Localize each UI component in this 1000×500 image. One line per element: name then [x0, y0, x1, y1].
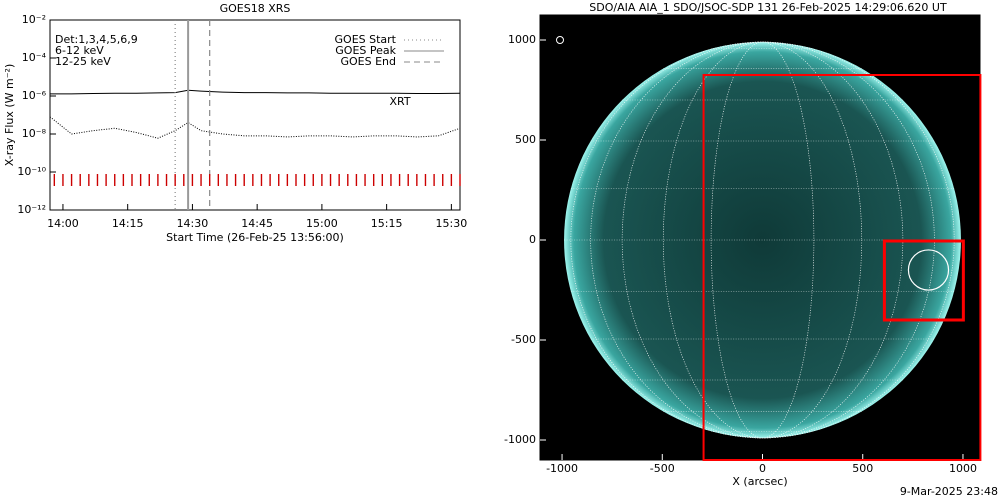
y-tick-label: 10⁻⁶ — [22, 89, 47, 102]
y-tick-label: 10⁻¹⁰ — [17, 165, 46, 178]
data-line — [50, 89, 461, 95]
x-axis-label: X (arcsec) — [732, 475, 787, 488]
legend-label: Det:1,3,4,5,6,9 — [55, 33, 138, 46]
data-line — [49, 116, 461, 139]
timestamp: 9-Mar-2025 23:48 — [900, 485, 998, 498]
x-tick-label: 0 — [759, 462, 766, 475]
x-tick-label: -500 — [650, 462, 675, 475]
legend-text: GOES Peak — [335, 44, 396, 57]
x-tick-label: 14:00 — [47, 217, 79, 230]
xrt-fov — [702, 74, 982, 461]
x-tick-label: 14:45 — [241, 217, 273, 230]
chart-title: GOES18 XRS — [220, 2, 291, 15]
legend-label: 12-25 keV — [55, 55, 111, 68]
plot-frame — [49, 19, 461, 211]
y-axis-label: X-ray Flux (W m⁻²) — [3, 64, 16, 166]
x-tick-label: -1000 — [546, 462, 578, 475]
y-tick-label: 10⁻¹² — [17, 203, 46, 216]
xrt-fov-label: XRT FOV — [552, 422, 599, 435]
x-tick-label: 15:15 — [371, 217, 403, 230]
x-tick-label: 1000 — [949, 462, 977, 475]
legend-label: 6-12 keV — [55, 44, 104, 57]
flare-symbol — [556, 36, 564, 44]
x-axis-label: Start Time (26-Feb-25 13:56:00) — [166, 231, 344, 244]
longitude-line — [662, 41, 863, 439]
y-tick-label: -1000 — [504, 433, 536, 446]
x-tick-label: 14:30 — [177, 217, 209, 230]
y-tick-label: 1000 — [508, 33, 536, 46]
y-tick-label: 0 — [529, 233, 536, 246]
y-tick-label: 500 — [515, 133, 536, 146]
x-tick-label: 15:00 — [306, 217, 338, 230]
y-tick-label: 10⁻⁸ — [22, 127, 47, 140]
x-tick-label: 500 — [852, 462, 873, 475]
y-tick-label: -500 — [511, 333, 536, 346]
legend-text: GOES End — [340, 55, 396, 68]
flare-location — [907, 249, 950, 291]
flare-box — [882, 239, 965, 322]
y-tick-label: 10⁻⁴ — [22, 51, 47, 64]
y-tick-label: 10⁻² — [22, 13, 46, 26]
x-tick-label: 14:15 — [112, 217, 144, 230]
annotation: AIA flare location — [568, 33, 662, 46]
xrt-label: XRT — [389, 95, 410, 108]
image-title: SDO/AIA AIA_1 SDO/JSOC-SDP 131 26-Feb-20… — [589, 1, 947, 14]
x-tick-label: 15:30 — [436, 217, 468, 230]
legend-text: GOES Start — [335, 33, 397, 46]
